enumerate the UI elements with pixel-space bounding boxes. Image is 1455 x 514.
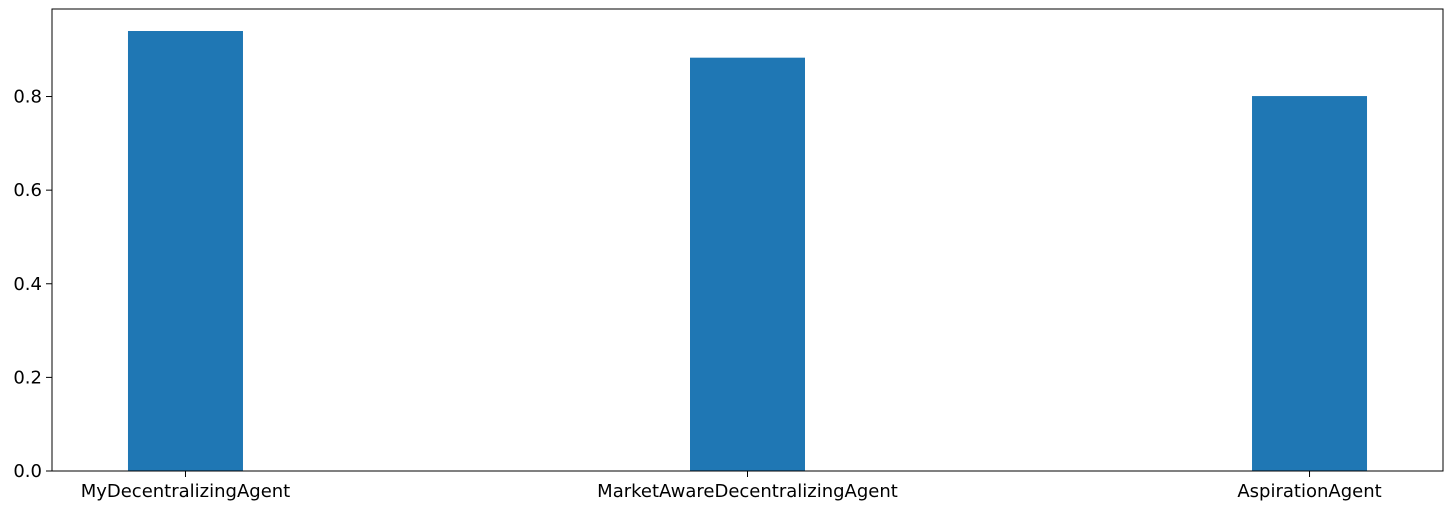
bar-AspirationAgent <box>1252 96 1368 471</box>
plot-frame <box>51 8 1444 472</box>
x-tick-label: MyDecentralizingAgent <box>81 481 291 502</box>
x-tick-label: AspirationAgent <box>1237 481 1381 502</box>
y-tick-label: 0.6 <box>13 180 42 201</box>
bars-layer <box>127 31 1368 472</box>
y-tick-label: 0.4 <box>13 274 42 295</box>
x-tick-label: MarketAwareDecentralizingAgent <box>597 481 898 502</box>
bar-MyDecentralizingAgent <box>127 31 243 471</box>
x-axis: MyDecentralizingAgent MarketAwareDecentra… <box>81 471 1382 502</box>
y-axis: 0.0 0.2 0.4 0.6 0.8 <box>13 87 52 482</box>
y-tick-label: 0.2 <box>13 367 42 388</box>
y-tick-label: 0.8 <box>13 87 42 108</box>
bar-MarketAwareDecentralizingAgent <box>690 57 805 472</box>
y-tick-label: 0.0 <box>13 461 42 482</box>
